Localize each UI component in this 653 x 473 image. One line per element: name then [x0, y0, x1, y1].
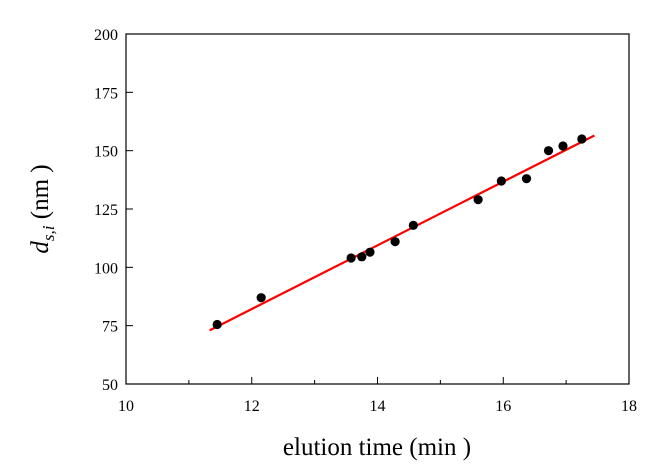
y-axis-title-subscript: s,i — [39, 225, 58, 241]
data-point — [543, 146, 554, 156]
data-marks — [209, 134, 595, 332]
y-axis-title: ds,i (nm ) — [27, 164, 58, 253]
data-point — [365, 247, 375, 257]
data-point — [256, 293, 266, 303]
data-point — [357, 252, 367, 262]
y-tick-label: 100 — [94, 260, 118, 277]
y-tick-label: 175 — [94, 85, 118, 102]
data-point — [577, 134, 587, 144]
y-axis-title-rest: (nm ) — [27, 164, 54, 225]
data-point — [390, 237, 400, 247]
data-point — [496, 176, 506, 186]
y-tick-label: 125 — [94, 202, 118, 219]
x-tick-label: 18 — [621, 398, 637, 415]
y-tick-label: 200 — [94, 27, 118, 44]
x-tick-label: 12 — [244, 398, 260, 415]
data-point — [521, 174, 532, 184]
x-tick-label: 10 — [118, 398, 134, 415]
data-point — [346, 253, 356, 263]
axis-ticks — [125, 33, 630, 385]
data-point — [212, 319, 222, 330]
tick-labels: 10 12 14 16 18 50 75 100 125 150 175 200 — [94, 27, 637, 415]
x-axis-title: elution time (min ) — [283, 434, 471, 461]
data-point — [408, 220, 418, 230]
y-tick-label: 50 — [102, 377, 118, 394]
x-tick-label: 16 — [495, 398, 511, 415]
y-tick-label: 150 — [94, 144, 118, 161]
x-tick-label: 14 — [370, 398, 386, 415]
y-tick-label: 75 — [102, 319, 118, 336]
y-axis-title-main: d — [27, 241, 54, 254]
data-point — [558, 141, 568, 151]
data-point — [473, 195, 483, 205]
plot-frame — [125, 33, 630, 385]
fit-line — [209, 134, 595, 332]
